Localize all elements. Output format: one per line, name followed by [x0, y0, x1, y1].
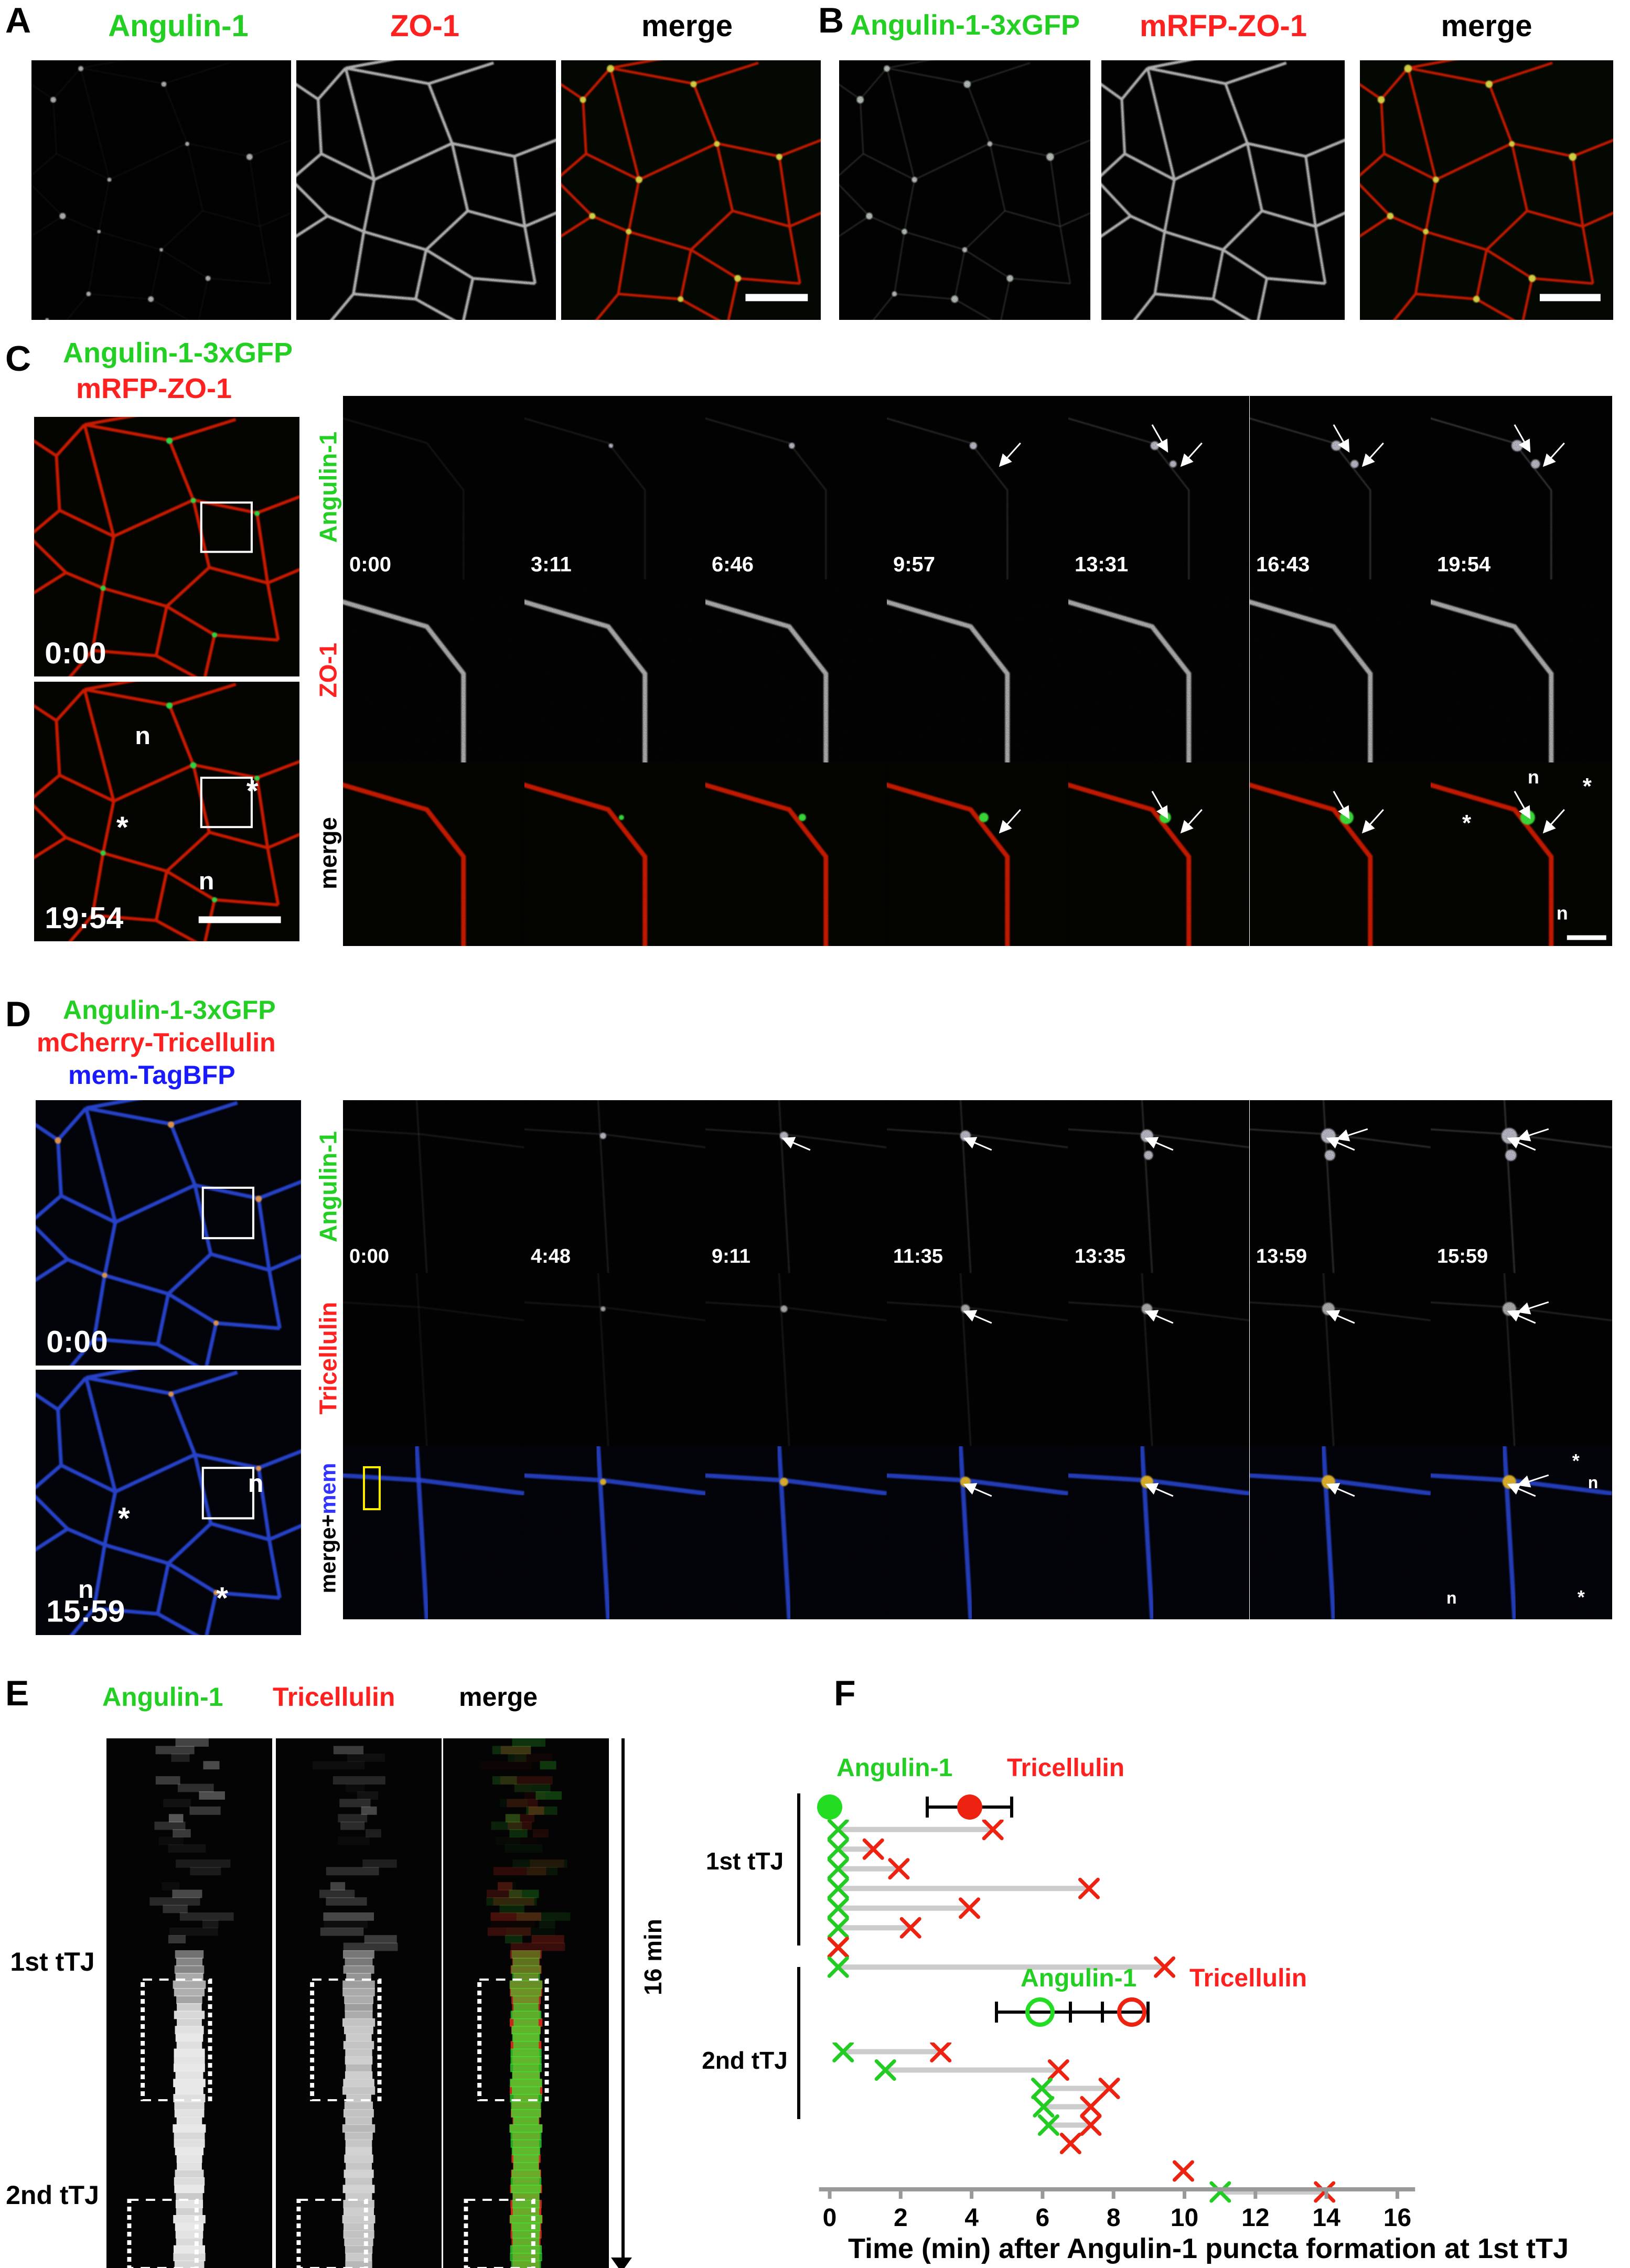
svg-text:*: * — [116, 811, 128, 844]
svg-text:16: 16 — [1384, 2204, 1411, 2232]
svg-text:10: 10 — [1171, 2204, 1198, 2232]
svg-text:2: 2 — [894, 2204, 908, 2232]
svg-text:14: 14 — [1312, 2204, 1341, 2232]
svg-text:3:11: 3:11 — [531, 553, 572, 576]
svg-text:19:54: 19:54 — [1437, 553, 1490, 576]
svg-text:n: n — [1528, 766, 1539, 788]
svg-text:n: n — [199, 867, 215, 895]
svg-text:15:59: 15:59 — [1437, 1245, 1488, 1267]
svg-text:19:54: 19:54 — [45, 901, 123, 935]
svg-text:0:00: 0:00 — [349, 1245, 389, 1267]
svg-text:4: 4 — [964, 2204, 979, 2232]
svg-text:6:46: 6:46 — [712, 553, 754, 576]
svg-text:0:00: 0:00 — [349, 553, 391, 576]
svg-text:6: 6 — [1036, 2204, 1050, 2232]
svg-text:8: 8 — [1107, 2204, 1121, 2232]
svg-text:*: * — [216, 1581, 228, 1615]
svg-text:15:59: 15:59 — [46, 1595, 125, 1629]
svg-text:16:43: 16:43 — [1256, 553, 1309, 576]
svg-text:9:57: 9:57 — [893, 553, 935, 576]
svg-text:13:31: 13:31 — [1075, 553, 1128, 576]
svg-text:9:11: 9:11 — [712, 1245, 750, 1267]
svg-text:n: n — [248, 1469, 264, 1498]
svg-text:0: 0 — [823, 2204, 837, 2232]
svg-text:11:35: 11:35 — [893, 1245, 943, 1267]
svg-text:*: * — [1578, 1586, 1585, 1608]
svg-text:*: * — [1572, 1450, 1580, 1471]
svg-text:12: 12 — [1241, 2204, 1269, 2232]
svg-text:4:48: 4:48 — [531, 1245, 571, 1267]
svg-text:0:00: 0:00 — [45, 637, 106, 670]
svg-text:*: * — [118, 1502, 130, 1536]
svg-text:0:00: 0:00 — [46, 1325, 108, 1359]
svg-text:*: * — [1462, 810, 1472, 836]
svg-text:13:59: 13:59 — [1256, 1245, 1306, 1267]
svg-text:*: * — [246, 774, 259, 808]
svg-text:n: n — [1557, 902, 1568, 924]
svg-text:n: n — [135, 722, 151, 749]
svg-text:n: n — [1588, 1473, 1599, 1492]
svg-text:n: n — [1446, 1588, 1457, 1607]
svg-text:*: * — [1583, 773, 1592, 799]
svg-text:13:35: 13:35 — [1075, 1245, 1125, 1267]
